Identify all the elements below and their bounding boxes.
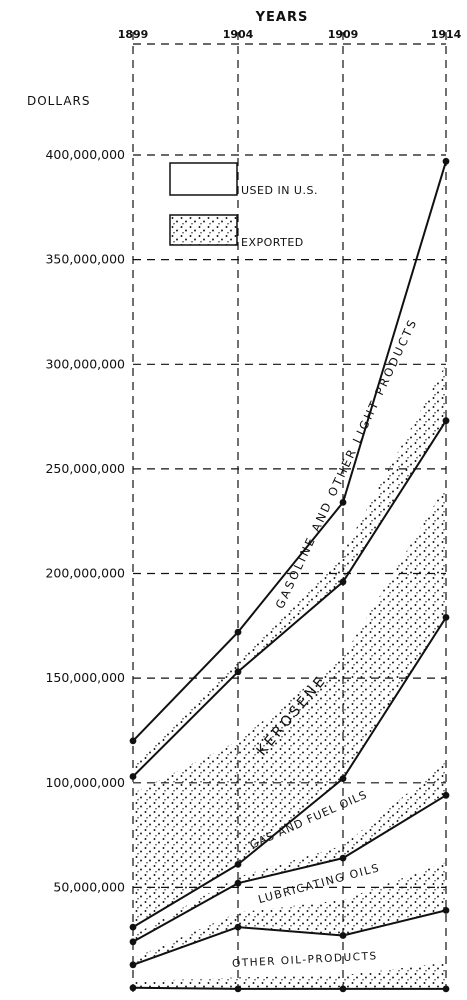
data-point — [130, 924, 137, 931]
data-point — [443, 614, 450, 621]
y-tick-label: 400,000,000 — [45, 147, 125, 162]
data-point — [130, 984, 137, 991]
x-tick-label: 1904 — [223, 28, 254, 41]
data-point — [340, 775, 347, 782]
y-tick-label: 150,000,000 — [45, 670, 125, 685]
data-point — [130, 773, 137, 780]
y-tick-label: 200,000,000 — [45, 566, 125, 581]
data-point — [235, 986, 242, 993]
y-tick-labels: 50,000,000 100,000,000 150,000,000 200,000,… — [45, 147, 125, 894]
data-point — [443, 907, 450, 914]
data-point — [130, 738, 137, 745]
data-point — [340, 932, 347, 939]
data-point — [130, 938, 137, 945]
data-point — [443, 792, 450, 799]
chart-title: YEARS — [255, 10, 309, 25]
legend-swatch-exported — [170, 215, 237, 245]
boundary-line — [133, 988, 446, 989]
x-tick-label: 1899 — [118, 28, 149, 41]
data-point — [340, 499, 347, 506]
y-tick-label: 300,000,000 — [45, 356, 125, 371]
x-tick-labels: 1899 1904 1909 1914 — [118, 28, 462, 41]
data-point — [130, 961, 137, 968]
data-point — [235, 880, 242, 887]
data-point — [235, 861, 242, 868]
data-point — [340, 986, 347, 993]
x-tick-label: 1909 — [328, 28, 359, 41]
y-tick-label: 50,000,000 — [53, 879, 125, 894]
data-point — [235, 629, 242, 636]
y-tick-label: 250,000,000 — [45, 461, 125, 476]
legend-label-used: USED IN U.S. — [241, 184, 318, 197]
data-point — [235, 668, 242, 675]
data-point — [443, 158, 450, 165]
legend-swatch-used — [170, 163, 237, 195]
data-point — [340, 579, 347, 586]
legend-label-exported: EXPORTED — [241, 236, 304, 249]
y-tick-label: 350,000,000 — [45, 252, 125, 267]
series-label-other-oil-products: OTHER OIL-PRODUCTS — [232, 950, 378, 970]
data-point — [443, 417, 450, 424]
data-point — [340, 855, 347, 862]
legend: USED IN U.S. EXPORTED — [170, 163, 318, 249]
y-axis-label: DOLLARS — [27, 94, 91, 108]
y-tick-label: 100,000,000 — [45, 775, 125, 790]
data-point — [443, 986, 450, 993]
data-point — [235, 924, 242, 931]
x-tick-label: 1914 — [431, 28, 462, 41]
